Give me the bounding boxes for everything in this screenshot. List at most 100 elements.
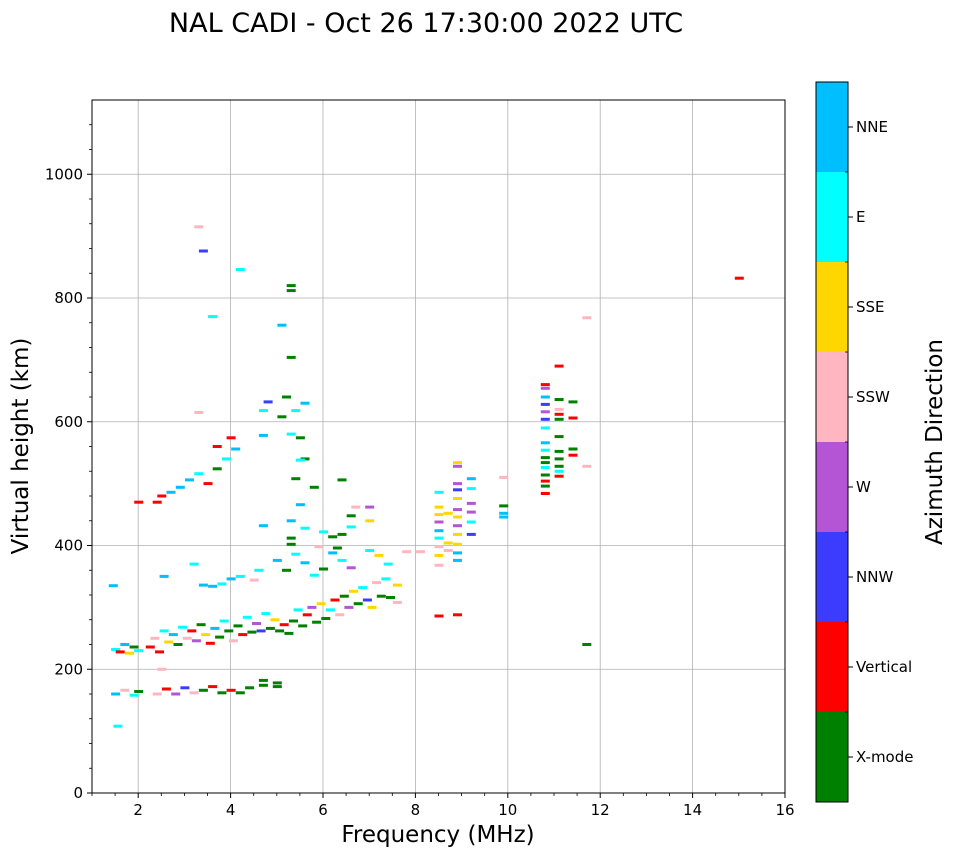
echo-point (554, 474, 564, 478)
echo-point (129, 645, 139, 649)
colorbar-tick-label: NNE (856, 118, 888, 136)
echo-point (300, 401, 310, 405)
echo-point (540, 395, 550, 399)
echo-point (277, 323, 287, 327)
echo-point (332, 546, 342, 550)
echo-point (289, 619, 298, 623)
echo-point (155, 650, 164, 654)
y-tick-label: 1000 (45, 165, 83, 183)
echo-point (540, 473, 550, 477)
echo-point (443, 511, 453, 515)
echo-point (499, 504, 509, 508)
echo-point (335, 613, 345, 617)
x-axis-ticks: 2 4 6 8 10 12 14 16 (91, 793, 795, 819)
echo-point (453, 508, 462, 512)
echo-point (540, 456, 550, 460)
echo-point (270, 618, 280, 622)
echo-point (272, 685, 282, 689)
echo-point (185, 478, 194, 482)
echo-point (182, 636, 192, 640)
y-tick-label: 0 (73, 784, 83, 802)
echo-point (173, 643, 183, 646)
x-tick-label: 16 (775, 801, 794, 819)
echo-point (346, 514, 356, 518)
echo-point (157, 494, 167, 498)
colorbar-tick-label: W (856, 478, 871, 496)
colorbar-frame (815, 81, 849, 803)
echo-point (228, 639, 238, 643)
echo-point (386, 596, 395, 599)
echo-point (582, 643, 592, 646)
echo-point (254, 568, 264, 572)
echo-point (443, 541, 453, 545)
echo-point (275, 629, 285, 633)
echo-point (226, 688, 236, 692)
y-tick-label: 800 (54, 289, 83, 307)
echo-point (367, 605, 377, 609)
echo-point (224, 629, 234, 633)
echo-point (499, 515, 509, 519)
echo-point (453, 558, 462, 562)
echo-point (392, 583, 402, 587)
echo-point (226, 436, 236, 440)
echo-point (540, 386, 550, 390)
echo-point (161, 687, 171, 691)
echo-point (337, 478, 347, 482)
echo-point (295, 436, 305, 440)
echo-point (540, 417, 550, 421)
echo-point (434, 529, 444, 533)
echo-point (372, 581, 382, 585)
echo-point (134, 500, 144, 504)
colorbar-segment (816, 172, 848, 262)
colorbar-tick-label: Vertical (856, 658, 912, 676)
echo-point (187, 629, 197, 633)
echo-point (568, 453, 578, 457)
echo-point (134, 649, 144, 653)
x-tick-label: 2 (133, 801, 143, 819)
echo-point (245, 686, 255, 690)
echo-point (252, 622, 261, 625)
echo-point (402, 550, 412, 554)
echo-point (466, 532, 476, 536)
echo-point (453, 532, 462, 536)
echo-point (279, 623, 289, 627)
echo-point (325, 608, 335, 612)
echo-point (194, 472, 204, 476)
echo-point (540, 410, 550, 414)
echo-point (272, 558, 282, 562)
echo-point (554, 417, 564, 421)
echo-point (554, 412, 564, 416)
echo-point (540, 426, 550, 430)
echo-point (212, 467, 222, 471)
echo-point (258, 683, 268, 687)
echo-point (286, 355, 296, 359)
colorbar-segment (816, 82, 848, 172)
colorbar-segment (816, 622, 848, 712)
echo-point (554, 398, 564, 401)
echo-point (453, 613, 462, 617)
echo-point (568, 447, 578, 451)
echo-point (300, 457, 310, 461)
echo-point (337, 532, 347, 536)
echo-point (235, 268, 245, 271)
echo-point (392, 600, 402, 604)
echo-point (734, 276, 744, 280)
echo-point (434, 536, 444, 540)
echo-point (365, 549, 375, 552)
x-tick-label: 4 (226, 801, 236, 819)
echo-point (159, 629, 169, 633)
echo-point (321, 617, 331, 620)
colorbar-tick-label: SSE (856, 298, 885, 316)
echo-point (554, 364, 564, 368)
echo-point (198, 249, 208, 253)
echo-point (434, 520, 444, 524)
echo-point (443, 549, 453, 552)
echo-point (233, 624, 243, 628)
echo-point (286, 536, 296, 540)
echo-point (120, 688, 130, 692)
echo-point (383, 562, 393, 566)
echo-point (554, 435, 564, 439)
echo-point (362, 598, 372, 602)
echo-point (295, 503, 305, 507)
